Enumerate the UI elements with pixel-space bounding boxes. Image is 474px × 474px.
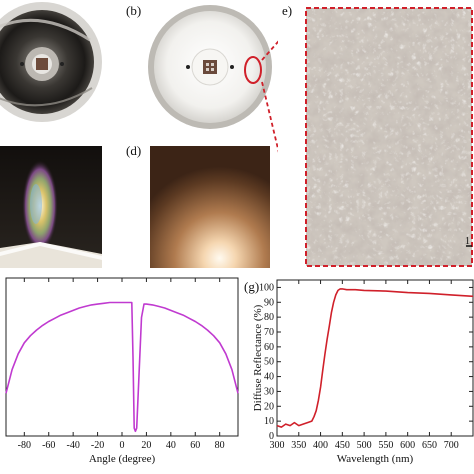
y-tick-label: 40 [264,372,274,383]
x-tick-label: 600 [400,440,415,451]
panel-label-b: (b) [126,3,142,18]
highlight-ellipse [244,56,262,84]
x-tick-label: 300 [270,440,285,451]
y-tick-label: 80 [264,312,274,323]
x-axis-label: Angle (degree) [89,453,156,465]
y-tick-label: 10 [264,416,274,427]
x-tick-label: -60 [42,440,55,451]
panel-label-e: e) [282,3,293,18]
x-tick-label: 20 [141,440,151,451]
plot-frame [276,279,474,437]
photo-white-reflector-b: (b) [122,0,272,134]
y-tick-label: 30 [264,386,274,397]
series-line [276,288,474,428]
photo-lamp-fixture-a [0,0,112,125]
y-tick-label: 70 [264,327,274,338]
photo-lamp-fixture-a-graphic [0,0,112,125]
photo-warm-light-d-graphic [122,140,272,270]
chart-diffuse-reflectance: 300 350 400 450 500 550 600 650 700 0 10 20 30 40 50 60… [252,279,474,465]
panel-label-d: (d) [126,143,142,158]
x-tick-label: 700 [444,440,459,451]
panel-label-g: (g) [244,279,260,294]
photo-white-reflector-b-graphic [122,0,272,134]
x-tick-label: 500 [357,440,372,451]
x-axis-label: Wavelength (nm) [337,453,414,465]
photo-warm-light-d: (d) [122,140,272,270]
y-tick-label: 60 [264,342,274,353]
x-tick-label: 40 [166,440,176,451]
y-tick-label: 0 [269,431,274,442]
x-tick-label: -80 [18,440,31,451]
photo-light-pattern-c-graphic [0,146,102,268]
x-tick-label: -40 [66,440,79,451]
y-tick-label: 100 [259,282,274,293]
photo-microstructure-e-graphic: 1 [278,0,474,270]
y-tick-label: 20 [264,401,274,412]
y-tick-label: 50 [264,357,274,368]
y-axis-label: Diffuse Reflectance (%) [252,304,264,411]
photo-microstructure-e: 1 e) [278,0,474,270]
x-tick-label: 650 [422,440,437,451]
x-tick-label: 450 [335,440,350,451]
photo-light-pattern-c [0,146,102,268]
y-tick-label: 90 [264,297,274,308]
series-line [5,301,239,433]
x-tick-label: 550 [378,440,393,451]
x-tick-label: 0 [120,440,125,451]
scale-bar-label: 1 [465,236,470,247]
x-tick-label: -20 [91,440,104,451]
x-tick-label: 60 [190,440,200,451]
x-tick-label: 350 [291,440,306,451]
chart-angular-distribution: -80 -60 -40 -20 0 20 40 60 80 Angle (degree) [5,277,239,465]
x-tick-label: 400 [313,440,328,451]
x-tick-label: 80 [215,440,225,451]
